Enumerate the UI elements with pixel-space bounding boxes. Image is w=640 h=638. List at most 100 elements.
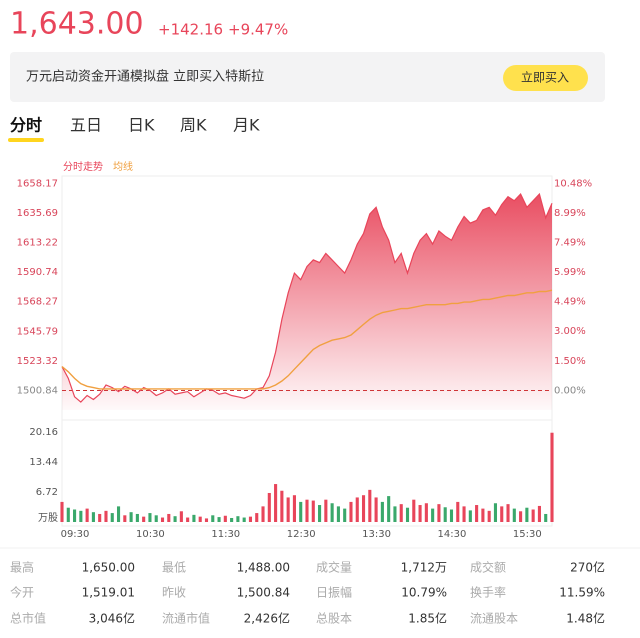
volume-bar [393, 506, 397, 522]
tab[interactable]: 月K [233, 116, 260, 135]
x-tick-label: 09:30 [61, 529, 90, 540]
volume-bar [73, 509, 77, 522]
line [61, 289, 553, 390]
volume-bar [91, 512, 95, 522]
y-tick-label: 20.16 [29, 427, 58, 438]
volume-bar [525, 507, 529, 522]
volume-bar [286, 497, 290, 522]
stat-value: 1,500.84 [237, 586, 290, 600]
volume-bar [79, 510, 83, 522]
volume-bar [192, 514, 196, 522]
stat-value: 3,046亿 [89, 611, 135, 626]
volume-bar [336, 506, 340, 522]
y-tick-label: 1590.74 [17, 267, 58, 278]
volume-bar [280, 490, 284, 522]
volume-bar [475, 505, 479, 522]
stat-label: 今开 [10, 585, 34, 600]
x-tick-label: 11:30 [211, 529, 240, 540]
volume-bar [468, 510, 472, 522]
stat-label: 流通市值 [162, 611, 210, 626]
volume-bar [154, 515, 158, 522]
volume-bar [248, 516, 253, 522]
stat-value: 11.59% [559, 586, 605, 600]
volume-bar [368, 489, 372, 522]
tab[interactable]: 日K [128, 116, 155, 135]
volume-bar [374, 497, 378, 522]
volume-bar [104, 510, 108, 522]
volume-bar [167, 513, 171, 522]
legend-label: 均线 [113, 160, 133, 173]
y2-tick-label: 10.48% [554, 178, 592, 189]
stat-value: 10.79% [401, 586, 447, 600]
volume-bar [487, 510, 491, 522]
x-tick-label: 14:30 [438, 529, 467, 540]
volume-bar [173, 516, 177, 522]
y2-tick-label: 5.99% [554, 267, 586, 278]
stat-label: 最低 [162, 561, 186, 575]
volume-bar [481, 508, 485, 522]
stat-value: 1,650.00 [82, 561, 135, 575]
volume-bar [116, 506, 121, 522]
buy-button-label[interactable]: 立即买入 [521, 70, 569, 85]
stat-label: 总股本 [316, 612, 352, 626]
volume-bar [380, 501, 384, 522]
stat-label: 昨收 [162, 586, 186, 600]
volume-bar [412, 499, 416, 522]
volume-bar [267, 492, 271, 522]
volume-bar [443, 507, 447, 522]
tab-underline [8, 138, 44, 142]
y2-tick-label: 0.00% [554, 385, 586, 396]
y-tick-label: 1523.32 [17, 356, 58, 367]
y-tick-label: 1635.69 [17, 208, 58, 219]
volume-bar [85, 508, 89, 522]
change-pct: +9.47% [228, 21, 288, 39]
tab[interactable]: 分时 [10, 116, 42, 135]
volume-bar [500, 506, 504, 522]
volume-bar [217, 517, 221, 522]
y-tick-label: 1545.79 [17, 326, 58, 337]
volume-bar [318, 505, 322, 522]
volume-bar [135, 513, 139, 522]
stat-label: 总市值 [10, 611, 46, 626]
volume-bar [98, 513, 102, 522]
volume-bar [343, 508, 347, 522]
volume-bar [261, 506, 265, 522]
volume-bar [537, 505, 541, 522]
volume-bar [242, 517, 246, 522]
volume-bar [110, 513, 114, 522]
volume-bar [148, 513, 152, 522]
change: +142.16 [158, 21, 223, 39]
stat-label: 成交量 [316, 560, 352, 575]
volume-bar [311, 500, 315, 522]
y-tick-label: 1500.84 [17, 385, 58, 396]
volume-bar [405, 507, 410, 522]
volume-bar [506, 504, 510, 522]
stat-value: 1,712万 [401, 561, 447, 575]
stat-label: 成交额 [470, 560, 506, 575]
volume-bar [160, 517, 165, 522]
stat-value: 1.85亿 [408, 611, 447, 626]
banner-text[interactable]: 万元启动资金开通模拟盘 立即买入特斯拉 [26, 69, 264, 85]
volume-bar [431, 508, 435, 522]
volume-bar [255, 513, 259, 522]
volume-bar [142, 516, 146, 522]
volume-bar [544, 513, 548, 522]
tab[interactable]: 周K [180, 116, 207, 135]
volume-bar [123, 515, 127, 522]
buy-button[interactable] [503, 65, 588, 91]
y2-tick-label: 7.49% [554, 237, 586, 248]
volume-bar [387, 496, 391, 522]
y2-tick-label: 4.49% [554, 297, 586, 308]
volume-bar [292, 495, 296, 522]
line [61, 192, 553, 403]
volume-bar [198, 516, 202, 522]
y-tick-label: 13.44 [29, 457, 58, 468]
volume-bar [418, 505, 422, 522]
volume-bar [305, 499, 309, 522]
tab[interactable]: 五日 [70, 116, 102, 135]
x-tick-label: 12:30 [287, 529, 316, 540]
volume-bar [399, 504, 403, 522]
y-tick-label: 1568.27 [17, 297, 58, 308]
y-tick-label: 6.72 [36, 487, 58, 498]
